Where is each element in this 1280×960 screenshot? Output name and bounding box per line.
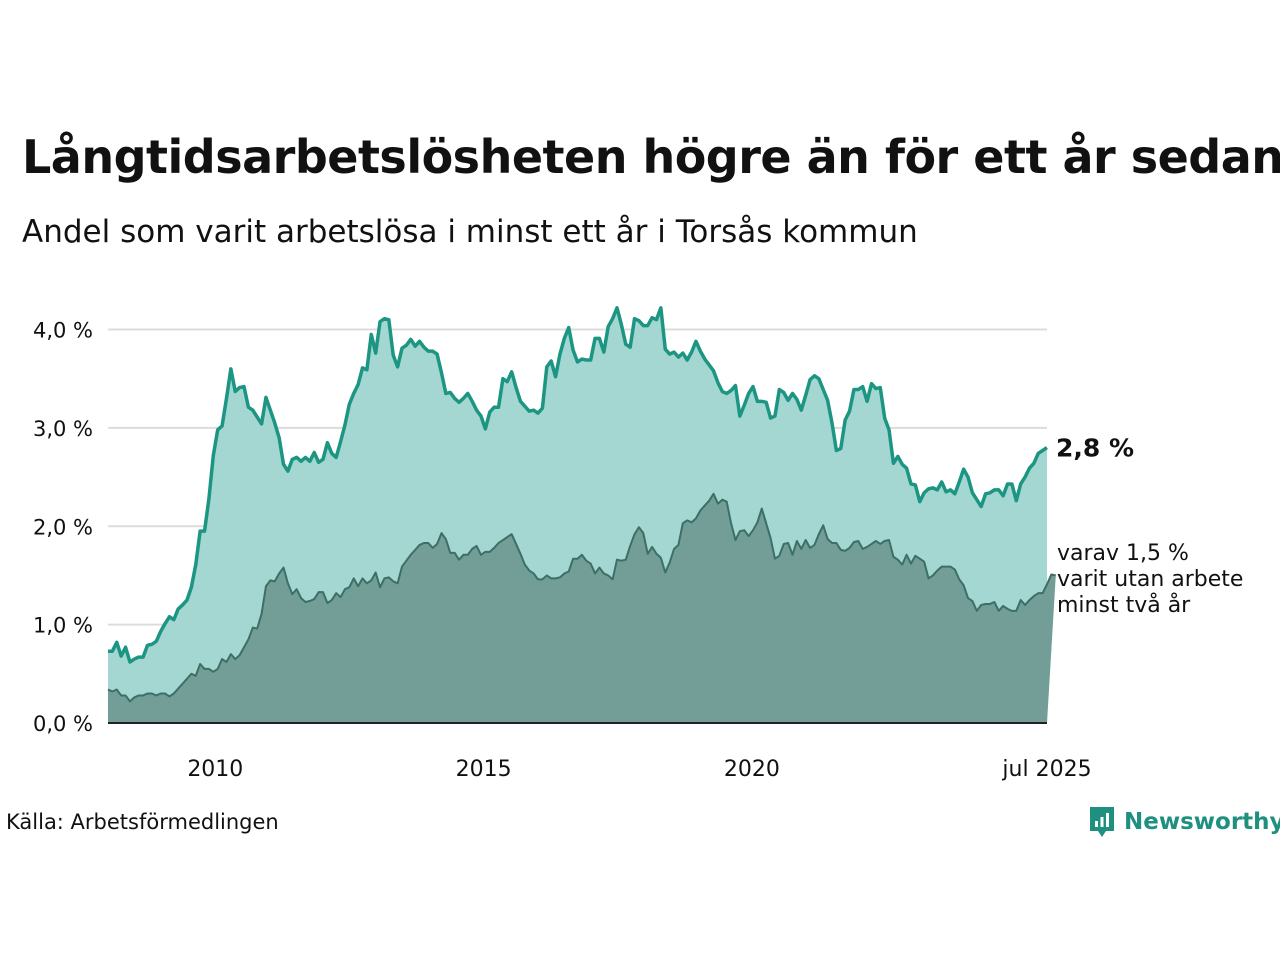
sub-series-label-line: varit utan arbete bbox=[1057, 567, 1243, 592]
chart-title: Långtidsarbetslösheten högre än för ett … bbox=[22, 130, 1280, 184]
x-tick-label: 2015 bbox=[456, 757, 512, 782]
chart-subtitle: Andel som varit arbetslösa i minst ett å… bbox=[22, 214, 918, 250]
end-value-label: 2,8 % bbox=[1056, 434, 1134, 463]
series-two-years-line bbox=[107, 492, 1056, 703]
y-tick-label: 1,0 % bbox=[33, 614, 93, 638]
y-tick-label: 0,0 % bbox=[33, 712, 93, 736]
chart-areas bbox=[107, 306, 1056, 723]
series-total-line bbox=[108, 306, 1048, 664]
series-two-years-area bbox=[108, 493, 1056, 723]
sub-series-label-line: minst två år bbox=[1057, 592, 1191, 618]
x-tick-label: jul 2025 bbox=[1001, 757, 1091, 782]
y-tick-label: 4,0 % bbox=[33, 319, 93, 343]
y-tick-label: 3,0 % bbox=[33, 417, 93, 441]
x-tick-label: 2010 bbox=[187, 757, 243, 782]
brand-logo[interactable]: Newsworthy bbox=[1088, 804, 1280, 840]
x-tick-label: 2020 bbox=[724, 757, 780, 782]
sub-series-label-line: varav 1,5 % bbox=[1057, 541, 1189, 566]
y-tick-label: 2,0 % bbox=[33, 515, 93, 539]
source-note: Källa: Arbetsförmedlingen bbox=[6, 810, 279, 834]
newsworthy-logo-icon bbox=[1090, 807, 1114, 837]
area-chart: 0,0 % 1,0 % 2,0 % 3,0 % 4,0 % 2010 2015 2020 jul… bbox=[33, 306, 1243, 782]
brand-name: Newsworthy bbox=[1124, 809, 1280, 835]
chart-axes: 0,0 % 1,0 % 2,0 % 3,0 % 4,0 % 2010 2015 2020 jul… bbox=[33, 319, 1092, 782]
